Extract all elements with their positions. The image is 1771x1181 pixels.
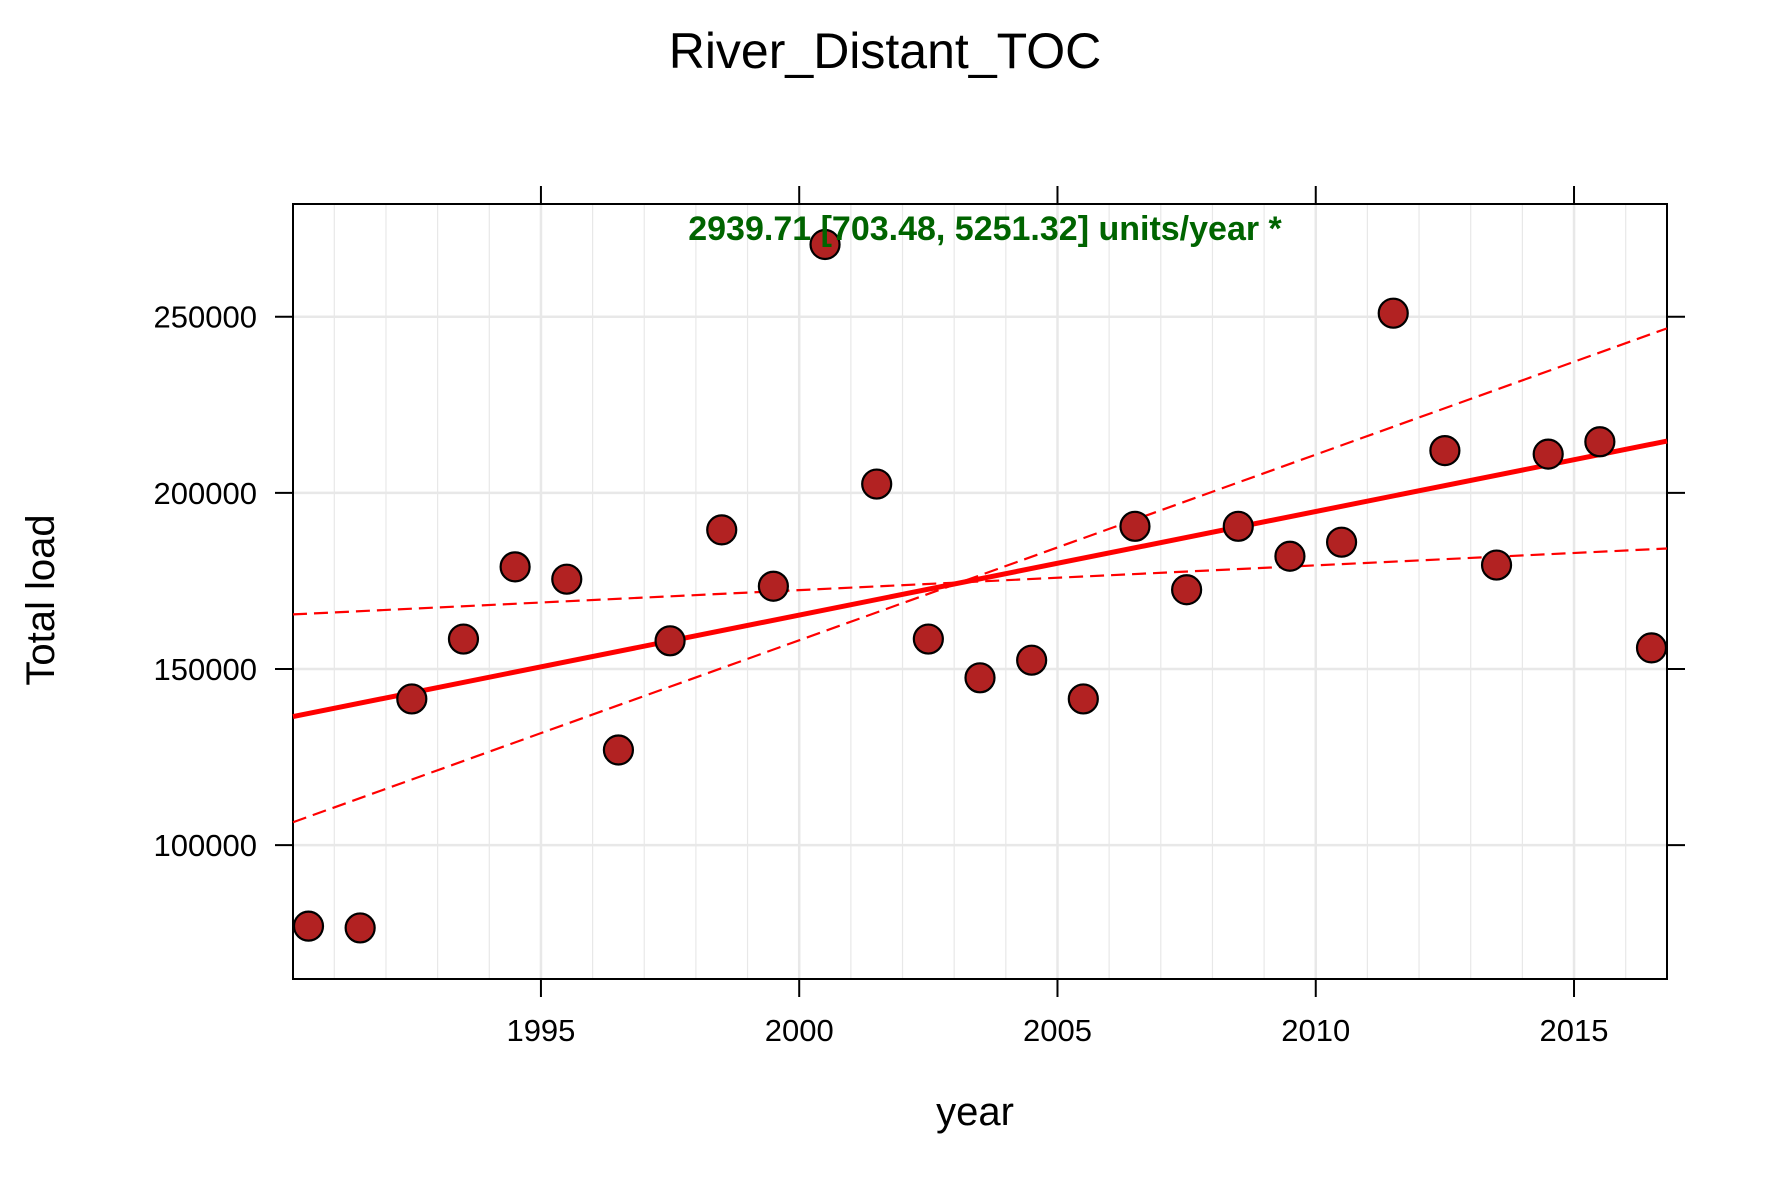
data-point bbox=[861, 468, 893, 500]
trend-annotation: 2939.71 [703.48, 5251.32] units/year * bbox=[688, 210, 1282, 248]
data-point bbox=[1480, 549, 1513, 581]
data-point bbox=[602, 734, 635, 766]
x-tick-label: 2015 bbox=[1540, 1013, 1609, 1048]
data-point bbox=[654, 625, 686, 657]
data-point bbox=[499, 551, 531, 583]
data-point bbox=[396, 683, 428, 715]
x-tick-label: 1995 bbox=[506, 1013, 575, 1048]
data-point bbox=[964, 662, 996, 694]
data-point bbox=[551, 563, 583, 595]
data-point bbox=[706, 514, 738, 546]
data-point bbox=[1325, 526, 1358, 558]
data-point bbox=[912, 623, 944, 655]
data-point bbox=[1635, 632, 1668, 664]
data-point bbox=[1171, 574, 1203, 606]
y-tick-label: 100000 bbox=[154, 828, 257, 863]
data-point bbox=[809, 228, 841, 261]
data-point bbox=[1119, 510, 1151, 542]
data-point bbox=[344, 912, 376, 944]
data-point bbox=[1222, 510, 1254, 542]
trend-lines bbox=[292, 327, 1668, 824]
data-point bbox=[1274, 540, 1306, 572]
data-point bbox=[292, 910, 325, 942]
data-point bbox=[1584, 426, 1616, 458]
trend-line bbox=[292, 438, 1668, 720]
data-point bbox=[1377, 297, 1409, 329]
y-tick-label: 200000 bbox=[154, 476, 257, 511]
data-point bbox=[447, 623, 480, 655]
x-axis-title: year bbox=[936, 1090, 1014, 1134]
y-axis-title: Total load bbox=[19, 514, 63, 685]
ci-lower-line bbox=[292, 547, 1668, 616]
plot-frame bbox=[292, 203, 1668, 980]
chart-title: River_Distant_TOC bbox=[669, 23, 1102, 79]
data-point bbox=[1532, 438, 1564, 470]
x-tick-label: 2010 bbox=[1281, 1013, 1350, 1048]
data-point bbox=[757, 570, 789, 602]
data-point bbox=[1067, 683, 1099, 715]
axis-ticks: 1995 2000 2005 2010 2015 100000 150000 200000 25… bbox=[154, 186, 1685, 1048]
grid bbox=[293, 204, 1667, 979]
data-points bbox=[292, 228, 1668, 944]
data-point bbox=[1429, 434, 1461, 467]
x-tick-label: 2005 bbox=[1023, 1013, 1092, 1048]
y-tick-label: 150000 bbox=[154, 652, 257, 687]
x-tick-label: 2000 bbox=[765, 1013, 834, 1048]
ci-upper-line bbox=[292, 327, 1668, 824]
data-point bbox=[1016, 644, 1048, 676]
y-tick-label: 250000 bbox=[154, 300, 257, 335]
